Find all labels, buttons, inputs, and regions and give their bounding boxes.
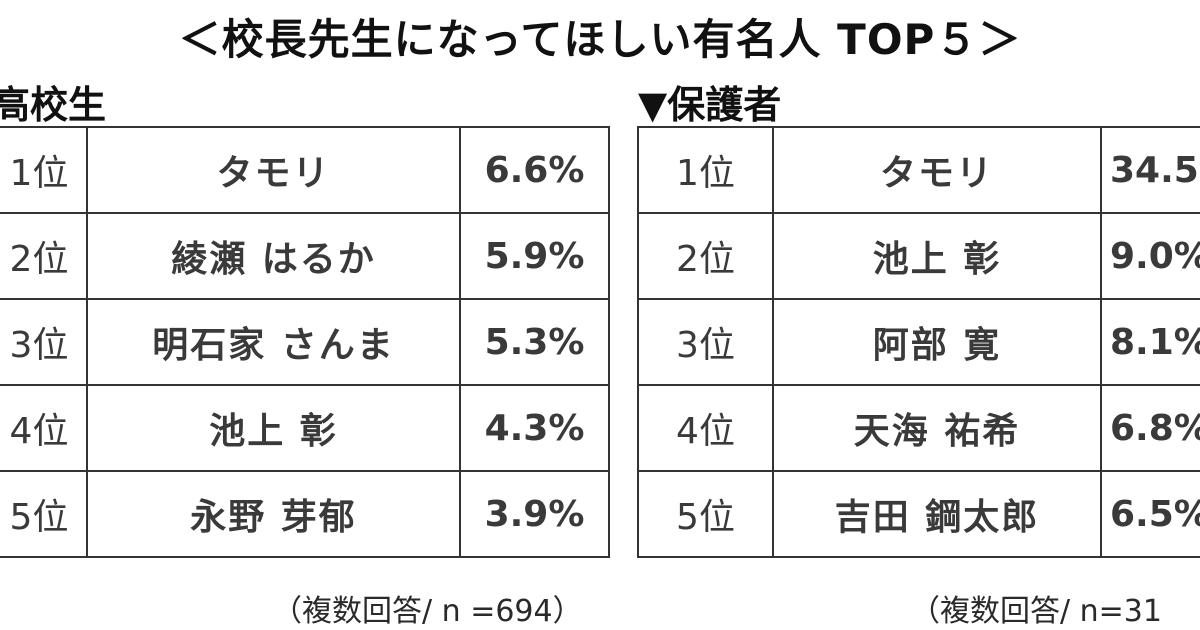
rank-cell: 3位 — [637, 298, 774, 386]
percent-cell: 9.0% — [1100, 212, 1200, 300]
name-cell: 永野 芽郁 — [86, 470, 461, 558]
table-row: 2位 池上 彰 9.0% — [637, 212, 1200, 300]
table-row: 3位 阿部 寛 8.1% — [637, 298, 1200, 386]
name-cell: 阿部 寛 — [772, 298, 1102, 386]
table-row: 1位 タモリ 34.5 — [637, 126, 1200, 214]
ranking-table-parents: 1位 タモリ 34.5 2位 池上 彰 9.0% 3位 阿部 寛 8.1% 4位… — [637, 126, 1200, 558]
name-cell: 明石家 さんま — [86, 298, 461, 386]
percent-cell: 8.1% — [1100, 298, 1200, 386]
page-title: ＜校長先生になってほしい有名人 TOP５＞ — [178, 15, 1022, 64]
percent-cell: 6.6% — [459, 126, 610, 214]
name-cell: 池上 彰 — [772, 212, 1102, 300]
name-cell: タモリ — [86, 126, 461, 214]
percent-cell: 4.3% — [459, 384, 610, 472]
sample-note-parents: （複数回答/ n=31 — [910, 594, 1162, 629]
rank-cell: 4位 — [637, 384, 774, 472]
name-cell: 吉田 鋼太郎 — [772, 470, 1102, 558]
sample-note-high-school: （複数回答/ n =694） — [272, 594, 583, 629]
table-row: 5位 吉田 鋼太郎 6.5% — [637, 470, 1200, 558]
rank-cell: 2位 — [637, 212, 774, 300]
rank-cell: 4位 — [0, 384, 88, 472]
percent-cell: 3.9% — [459, 470, 610, 558]
table-row: 5位 永野 芽郁 3.9% — [0, 470, 610, 558]
rank-cell: 5位 — [637, 470, 774, 558]
percent-cell: 5.9% — [459, 212, 610, 300]
table-row: 4位 池上 彰 4.3% — [0, 384, 610, 472]
section-label-high-school: 高校生 — [0, 83, 107, 127]
table-row: 4位 天海 祐希 6.8% — [637, 384, 1200, 472]
name-cell: タモリ — [772, 126, 1102, 214]
percent-cell: 6.8% — [1100, 384, 1200, 472]
rank-cell: 3位 — [0, 298, 88, 386]
name-cell: 天海 祐希 — [772, 384, 1102, 472]
table-row: 2位 綾瀬 はるか 5.9% — [0, 212, 610, 300]
ranking-table-high-school: 1位 タモリ 6.6% 2位 綾瀬 はるか 5.9% 3位 明石家 さんま 5.… — [0, 126, 610, 558]
rank-cell: 2位 — [0, 212, 88, 300]
name-cell: 池上 彰 — [86, 384, 461, 472]
rank-cell: 5位 — [0, 470, 88, 558]
rank-cell: 1位 — [637, 126, 774, 214]
rank-cell: 1位 — [0, 126, 88, 214]
percent-cell: 6.5% — [1100, 470, 1200, 558]
name-cell: 綾瀬 はるか — [86, 212, 461, 300]
percent-cell: 5.3% — [459, 298, 610, 386]
table-row: 3位 明石家 さんま 5.3% — [0, 298, 610, 386]
table-row: 1位 タモリ 6.6% — [0, 126, 610, 214]
percent-cell: 34.5 — [1100, 126, 1200, 214]
section-label-parents: ▼保護者 — [638, 83, 782, 127]
